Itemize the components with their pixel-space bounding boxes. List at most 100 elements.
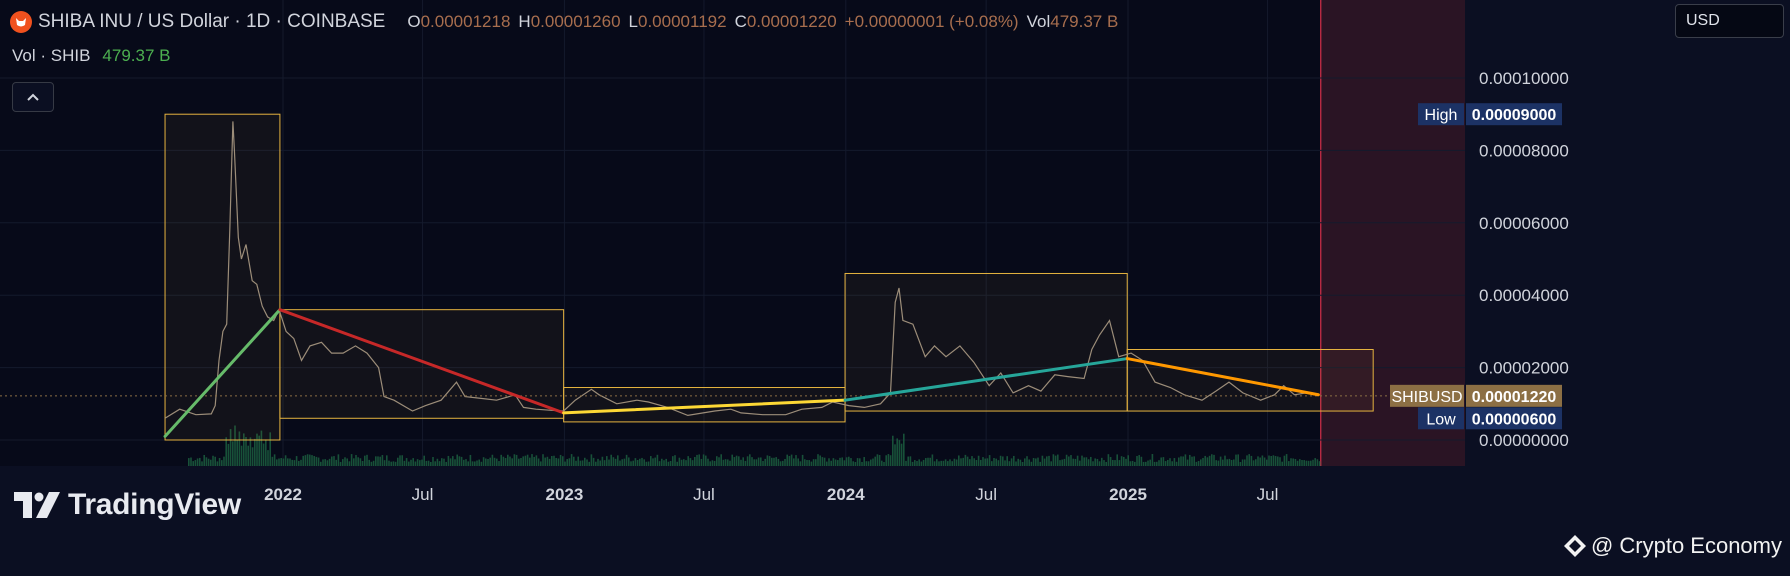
volume-bar [383,460,386,466]
volume-bar [262,443,265,466]
volume-bar [1041,455,1044,466]
volume-bar [1153,461,1156,466]
volume-bar [716,456,718,466]
volume-bar [260,430,263,466]
volume-bar [441,458,443,466]
volume-bar [546,456,549,466]
volume-bar [304,455,307,466]
volume-bar [819,455,821,466]
volume-bar [258,435,260,466]
watermark: @ Crypto Economy [1563,533,1782,559]
volume-bar [793,458,795,466]
volume-bar [938,461,940,466]
volume-bar [555,457,557,466]
volume-bar [1226,459,1228,466]
volume-bar [388,460,390,466]
volume-bar [1015,461,1017,466]
volume-bar [720,454,722,466]
volume-bar [1048,455,1050,466]
volume-bar [205,457,208,466]
volume-bar [936,459,938,466]
volume-bar [474,461,476,466]
volume-bar [782,460,784,466]
volume-bar [1252,460,1255,466]
volume-bar [898,440,901,466]
volume-bar [287,458,289,466]
volume-bar [1175,461,1178,466]
volume-bar [412,458,414,466]
price-badge-label-bg [1418,407,1464,430]
volume-bar [467,461,469,466]
volume-bar [1096,458,1099,466]
volume-bar [724,459,727,466]
volume-bar [1299,459,1301,466]
volume-bar [238,431,241,466]
volume-bar [742,457,744,466]
volume-bar [1032,458,1035,466]
volume-bar [1193,456,1195,466]
volume-bar [729,460,731,466]
volume-bar [951,461,953,466]
volume-bar [1021,461,1024,466]
volume-bar [694,456,696,466]
volume-bar [300,459,302,466]
volume-bar [562,456,564,466]
volume-bar [194,460,197,466]
volume-bar [271,456,274,466]
volume-bar [806,460,808,466]
volume-bar [1301,459,1303,466]
volume-bar [610,454,612,466]
volume-bar [628,457,630,466]
volume-bar [436,458,439,466]
volume-bar [478,459,480,466]
volume-bar [665,458,667,466]
volume-bar [540,461,542,466]
volume-bar [511,458,513,466]
volume-bar [867,461,870,466]
volume-bar [469,454,472,466]
volume-bar [1147,460,1149,466]
volume-bar [927,457,929,466]
volume-bar [522,456,524,466]
currency-button[interactable]: USD [1675,4,1784,38]
collapse-legend-button[interactable] [12,82,54,112]
volume-bar [713,460,716,466]
volume-bar [925,458,927,466]
volume-bar [1083,457,1085,466]
volume-bar [590,454,593,466]
volume-bar [361,460,364,466]
volume-bar [973,458,975,466]
trendline [278,308,566,415]
volume-bar [1050,461,1052,466]
volume-bar [749,454,751,466]
volume-bar [641,457,643,466]
symbol-title: SHIBA INU / US Dollar · 1D · COINBASE [38,11,386,32]
volume-bar [768,456,771,466]
volume-bar [658,461,661,466]
volume-bar [267,450,269,466]
volume-bar [353,458,355,466]
volume-bar [430,461,432,466]
volume-bar [636,459,639,466]
volume-bar [746,456,749,466]
volume-bar [432,457,434,466]
volume-bar [887,454,890,466]
volume-bar [485,458,487,466]
vol-value: 479.37 B [1050,12,1119,31]
volume-bar [707,458,709,466]
volume-bar [830,460,832,466]
volume-bar [548,458,551,466]
volume-bar [544,457,546,466]
volume-bar [269,432,271,466]
volume-bar [698,454,700,466]
volume-bar [421,459,423,466]
volume-bar [570,454,573,466]
volume-bar [447,455,450,466]
volume-bar [1283,455,1286,466]
volume-bar [1116,454,1118,466]
volume-bar [210,459,212,466]
volume-bar [584,457,586,466]
